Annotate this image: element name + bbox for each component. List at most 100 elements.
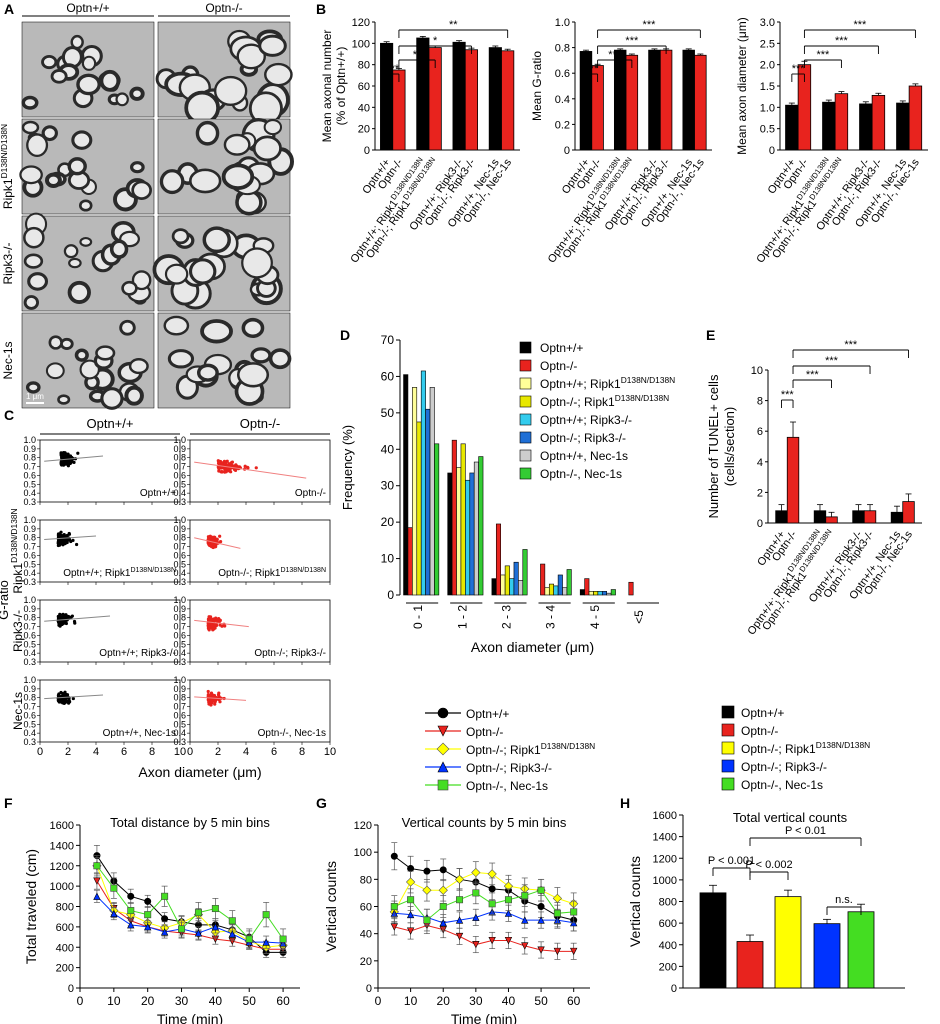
y-tick-label: 120 bbox=[352, 17, 370, 29]
line-marker bbox=[161, 892, 169, 900]
scatter-row-label: Nec-1s bbox=[11, 692, 25, 730]
label-main: Optn-/- bbox=[540, 359, 577, 373]
y-axis-label: G-ratio bbox=[0, 580, 11, 620]
axon-profile bbox=[79, 236, 93, 247]
axon-profile bbox=[57, 394, 71, 405]
line-marker bbox=[228, 917, 236, 925]
y-tick-label: 50 bbox=[381, 406, 395, 420]
histogram-bar bbox=[469, 472, 475, 596]
y-tick-label: 60 bbox=[358, 81, 370, 93]
scatter-row-label: Ripk3-/- bbox=[11, 610, 25, 652]
histogram-bar bbox=[579, 589, 585, 596]
bar-B3 bbox=[834, 93, 849, 151]
significance-label: * bbox=[433, 35, 438, 47]
axon-profile bbox=[100, 387, 124, 410]
y-tick-label: 60 bbox=[360, 902, 372, 914]
scatter-point bbox=[229, 470, 233, 474]
y-tick-label: 0.9 bbox=[173, 444, 186, 454]
scatter-plot-frame bbox=[189, 679, 331, 743]
x-tick-label: 10 bbox=[107, 994, 121, 1008]
histogram-bar bbox=[548, 583, 554, 596]
histogram-bar bbox=[473, 461, 479, 596]
x-tick-label: 8 bbox=[299, 746, 305, 758]
line-marker bbox=[228, 930, 236, 938]
y-tick-label: 0.8 bbox=[23, 693, 36, 703]
axon-profile bbox=[59, 337, 74, 350]
y-tick-label: 400 bbox=[56, 942, 74, 954]
legend-swatch bbox=[519, 449, 532, 462]
scatter-point bbox=[67, 531, 71, 536]
legend-swatch bbox=[519, 431, 532, 444]
x-tick-label: 60 bbox=[276, 994, 290, 1008]
series-line bbox=[394, 889, 574, 921]
histogram-bar bbox=[412, 387, 418, 596]
y-tick-label: 0.6 bbox=[173, 710, 186, 720]
axon-profile bbox=[184, 90, 220, 125]
label-main: Optn+/+; Ripk1 bbox=[540, 377, 621, 391]
significance-label: ** bbox=[413, 49, 422, 61]
y-tick-label: 0.7 bbox=[23, 542, 36, 552]
scatter-point bbox=[213, 623, 217, 627]
x-axis-label: Time (min) bbox=[451, 1011, 517, 1024]
significance-label: P < 0.002 bbox=[745, 859, 792, 871]
y-tick-label: 0.5 bbox=[23, 719, 36, 729]
significance-label: *** bbox=[643, 19, 657, 31]
line-marker bbox=[537, 902, 545, 910]
scatter-point bbox=[62, 455, 66, 459]
line-marker bbox=[570, 908, 578, 916]
panel-letter-F: F bbox=[4, 795, 13, 811]
scatter-point bbox=[59, 530, 63, 534]
y-tick-label: 2.0 bbox=[760, 60, 775, 72]
scatter-point bbox=[56, 540, 60, 544]
scatter-point bbox=[75, 542, 79, 547]
line-marker bbox=[127, 920, 135, 929]
significance-label: *** bbox=[781, 389, 795, 401]
y-tick-label: 0.9 bbox=[173, 604, 186, 614]
y-tick-label: 70 bbox=[381, 333, 395, 347]
legend-swatch bbox=[519, 413, 532, 426]
y-tick-label: 1200 bbox=[653, 853, 677, 865]
legend-swatch bbox=[519, 359, 532, 372]
axon-profile bbox=[236, 362, 270, 388]
scatter-plot-frame bbox=[39, 599, 181, 663]
y-tick-label: 0.4 bbox=[23, 728, 36, 738]
significance-label: *** bbox=[806, 369, 820, 381]
line-marker bbox=[570, 947, 578, 956]
axon-profile bbox=[68, 257, 82, 269]
line-marker bbox=[471, 867, 481, 878]
histogram-bar bbox=[597, 591, 603, 596]
axon-profile bbox=[121, 280, 138, 296]
legend-label: Optn-/-; Ripk3-/- bbox=[466, 761, 552, 775]
bar-H bbox=[774, 896, 802, 989]
bar-B3 bbox=[908, 85, 923, 151]
y-tick-label: 400 bbox=[659, 940, 677, 952]
line-marker bbox=[537, 916, 545, 924]
scatter-point bbox=[213, 699, 217, 704]
significance-label: *** bbox=[835, 35, 849, 47]
y-tick-label: 0.8 bbox=[173, 453, 186, 463]
y-tick-label: 1.0 bbox=[173, 515, 186, 525]
scatter-point bbox=[220, 624, 224, 628]
y-tick-label: 0.8 bbox=[555, 43, 570, 55]
axon-profile bbox=[188, 258, 217, 285]
line-marker bbox=[455, 932, 464, 941]
histogram-bar bbox=[420, 370, 426, 596]
y-axis-label: Mean G-ratio bbox=[530, 51, 544, 121]
bar-B1 bbox=[488, 47, 502, 151]
axon-profile bbox=[264, 62, 293, 87]
x-category-label: 2 - 3 bbox=[499, 605, 513, 629]
x-tick-label: 8 bbox=[149, 746, 155, 758]
chart-title: Total vertical counts bbox=[733, 810, 848, 825]
series-line bbox=[96, 865, 284, 940]
axon-profile bbox=[202, 226, 231, 254]
x-tick-label: 40 bbox=[209, 994, 223, 1008]
y-tick-label: 0.3 bbox=[23, 497, 36, 507]
axon-profile bbox=[50, 69, 68, 84]
bar-E bbox=[813, 510, 827, 524]
axon-profile bbox=[74, 348, 89, 362]
scatter-point bbox=[56, 532, 61, 536]
scatter-point bbox=[57, 622, 61, 626]
y-tick-label: 0.9 bbox=[23, 684, 36, 694]
axon-profile bbox=[81, 55, 97, 71]
y-tick-label: 0.3 bbox=[173, 497, 186, 507]
